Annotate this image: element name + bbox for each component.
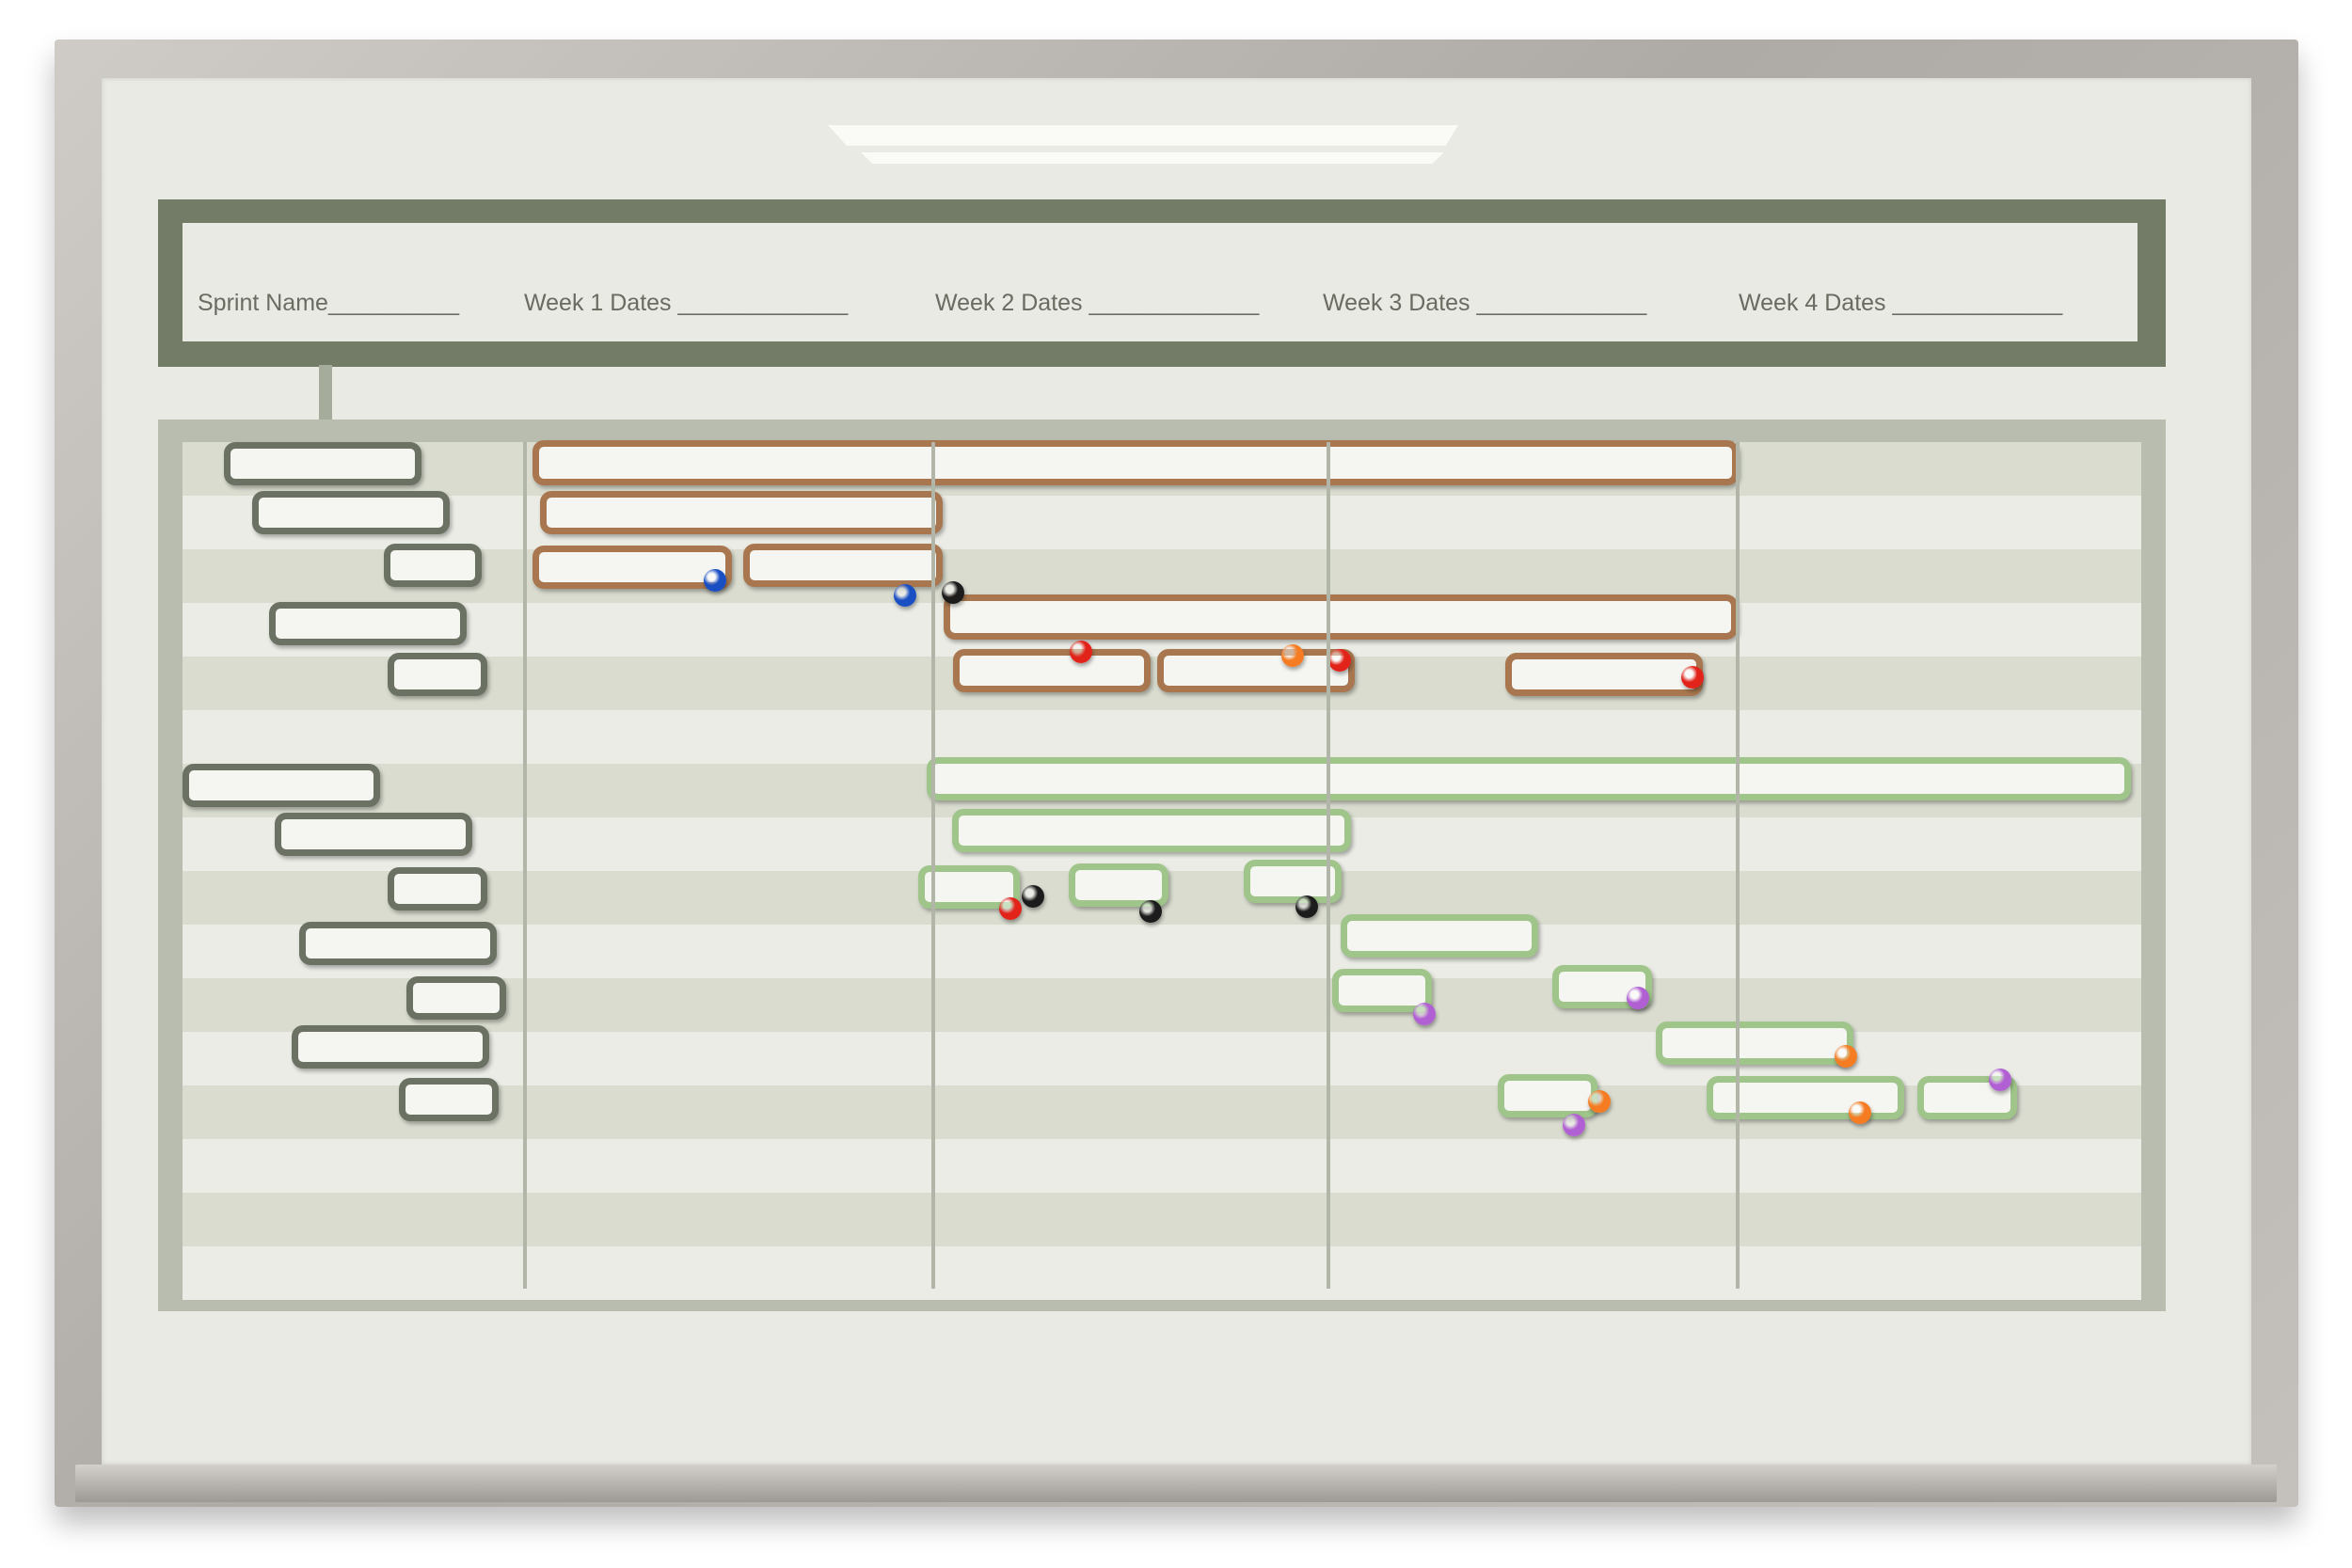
orange-magnet[interactable] xyxy=(1835,1045,1857,1068)
orange-magnet[interactable] xyxy=(1281,644,1304,667)
task-bar[interactable] xyxy=(743,544,943,587)
task-label-tile[interactable] xyxy=(406,976,506,1020)
task-bar[interactable] xyxy=(1069,863,1168,907)
week-divider xyxy=(931,442,935,1289)
task-label-tile[interactable] xyxy=(269,602,467,645)
task-label-tile[interactable] xyxy=(292,1025,489,1069)
black-magnet[interactable] xyxy=(942,581,964,604)
blue-magnet[interactable] xyxy=(704,569,726,592)
red-magnet[interactable] xyxy=(999,897,1022,920)
blue-magnet[interactable] xyxy=(894,584,916,607)
task-label-tile[interactable] xyxy=(224,442,421,485)
grid-row xyxy=(183,1193,2141,1246)
grid-row xyxy=(183,925,2141,978)
sprint-name-label: Sprint Name__________ xyxy=(198,290,459,316)
header-panel xyxy=(183,223,2137,341)
task-label-tile[interactable] xyxy=(275,813,472,856)
black-magnet[interactable] xyxy=(1295,895,1318,918)
task-label-tile[interactable] xyxy=(388,653,487,696)
week-2-dates-label: Week 2 Dates _____________ xyxy=(935,290,1260,316)
grid-row xyxy=(183,1246,2141,1300)
grid-row xyxy=(183,1139,2141,1193)
grid-row xyxy=(183,710,2141,764)
task-label-tile[interactable] xyxy=(252,491,450,534)
task-bar[interactable] xyxy=(1505,653,1703,696)
task-bar[interactable] xyxy=(1707,1076,1904,1119)
task-bar[interactable] xyxy=(1656,1022,1853,1065)
marker-tray xyxy=(75,1465,2277,1502)
task-bar[interactable] xyxy=(944,594,1738,640)
glare-reflection xyxy=(861,152,1444,164)
purple-magnet[interactable] xyxy=(1989,1069,2011,1091)
red-magnet[interactable] xyxy=(1681,666,1704,689)
task-bar[interactable] xyxy=(1332,969,1432,1012)
week-3-dates-label: Week 3 Dates _____________ xyxy=(1323,290,1647,316)
red-magnet[interactable] xyxy=(1328,649,1351,672)
task-label-tile[interactable] xyxy=(183,764,380,807)
task-bar[interactable] xyxy=(1341,914,1538,958)
task-bar[interactable] xyxy=(1498,1074,1597,1117)
black-magnet[interactable] xyxy=(1022,885,1044,908)
orange-magnet[interactable] xyxy=(1588,1090,1611,1113)
black-magnet[interactable] xyxy=(1139,900,1162,923)
week-1-dates-label: Week 1 Dates _____________ xyxy=(524,290,849,316)
task-bar[interactable] xyxy=(532,546,732,589)
week-divider xyxy=(1736,442,1740,1289)
week-divider xyxy=(523,442,527,1289)
task-bar[interactable] xyxy=(952,809,1351,852)
task-bar[interactable] xyxy=(927,757,2131,800)
task-bar[interactable] xyxy=(532,440,1739,485)
task-label-tile[interactable] xyxy=(384,544,482,587)
purple-magnet[interactable] xyxy=(1627,987,1649,1009)
task-bar[interactable] xyxy=(953,649,1151,692)
grid-row xyxy=(183,496,2141,549)
orange-magnet[interactable] xyxy=(1849,1101,1871,1124)
task-bar[interactable] xyxy=(540,491,943,534)
week-divider xyxy=(1327,442,1330,1289)
task-label-tile[interactable] xyxy=(399,1078,499,1121)
task-label-tile[interactable] xyxy=(299,922,497,965)
grid-row xyxy=(183,549,2141,603)
red-magnet[interactable] xyxy=(1070,641,1092,663)
header-connector xyxy=(319,365,332,421)
purple-magnet[interactable] xyxy=(1563,1114,1585,1136)
task-bar[interactable] xyxy=(1157,649,1355,692)
task-label-tile[interactable] xyxy=(388,867,487,911)
purple-magnet[interactable] xyxy=(1413,1003,1436,1025)
week-4-dates-label: Week 4 Dates _____________ xyxy=(1739,290,2063,316)
task-bar[interactable] xyxy=(1244,860,1342,903)
glare-reflection xyxy=(828,125,1458,146)
